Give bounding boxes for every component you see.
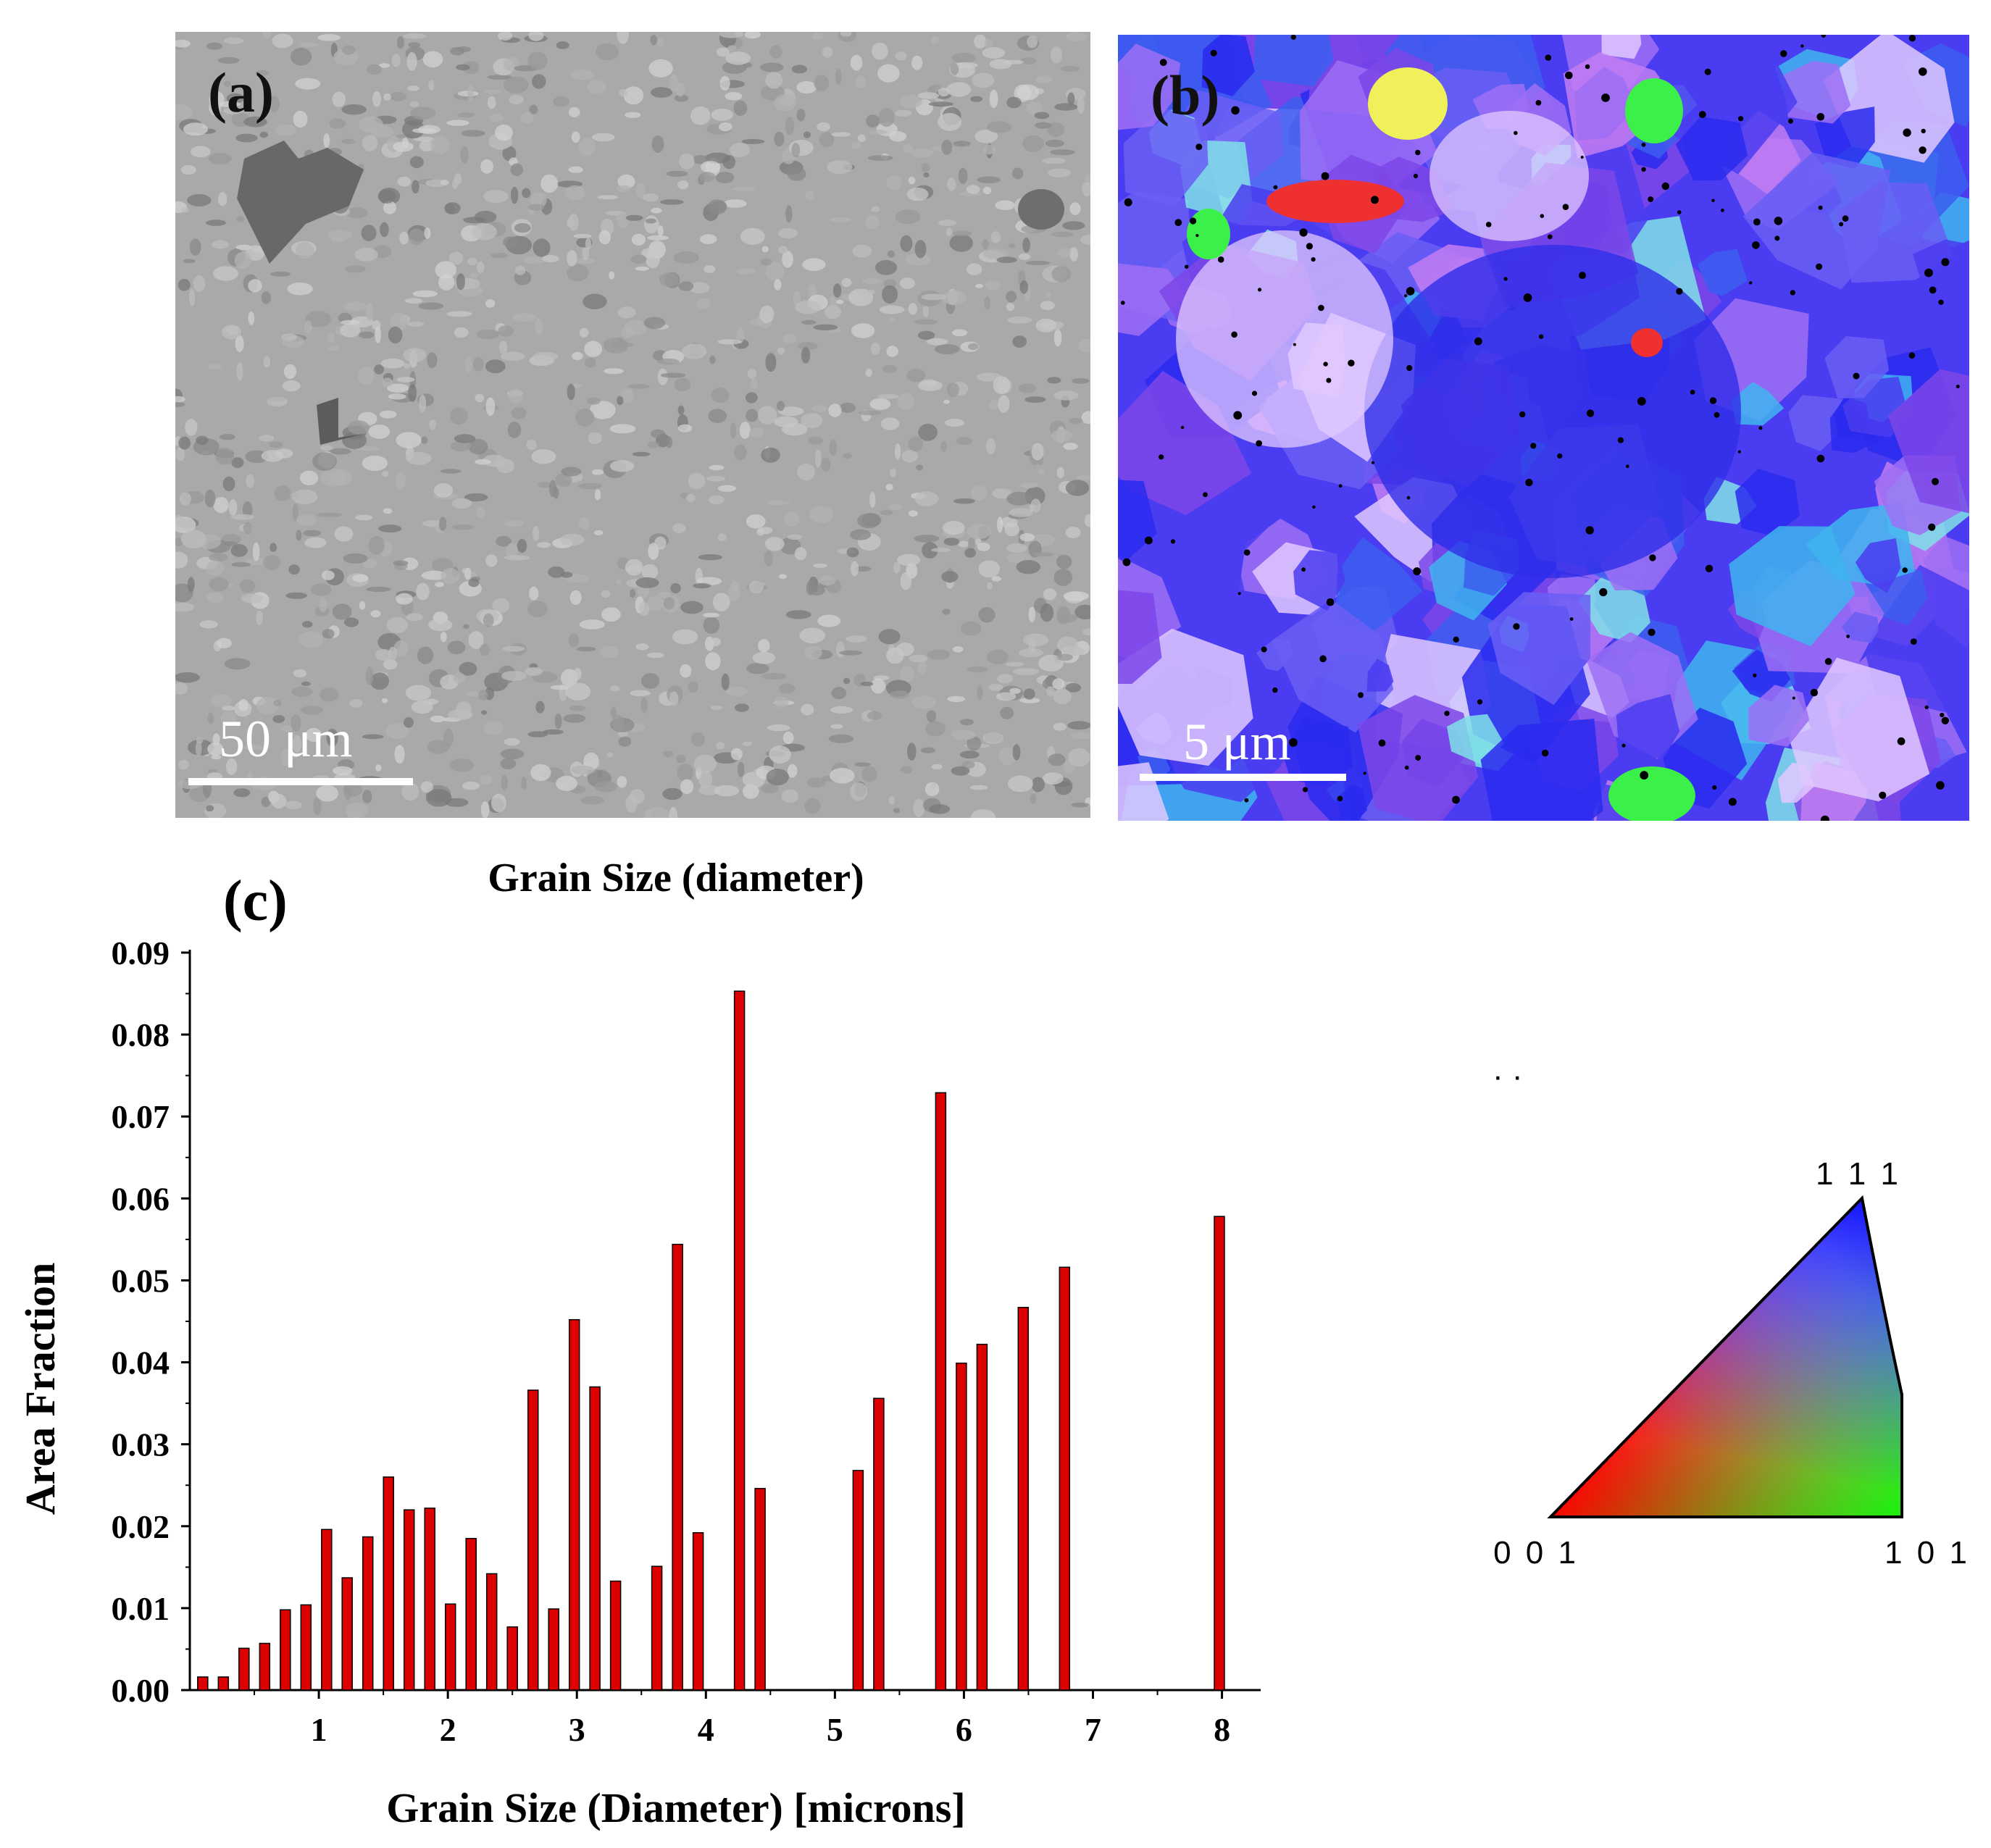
panel-a-scale-bar	[188, 778, 413, 785]
bar-3.94	[692, 1532, 704, 1691]
x-tick-label: 8	[1214, 1711, 1230, 1748]
ipf-label-111: 1 1 1	[1816, 1156, 1901, 1192]
bar-1.38	[362, 1536, 374, 1691]
bar-6.14	[976, 1343, 988, 1691]
bar-5.34	[873, 1397, 885, 1691]
bar-2.02	[444, 1603, 456, 1691]
bar-2.18	[465, 1537, 477, 1691]
sem-micrograph-panel: (a) 50 μm	[175, 32, 1090, 818]
panel-b-scale-bar	[1140, 774, 1346, 781]
ebsd-orientation-map-panel: (b) 5 μm	[1118, 35, 1969, 821]
bar-1.22	[341, 1577, 353, 1691]
ebsd-orientation-map-image	[1118, 35, 1969, 821]
bar-6.46	[1017, 1307, 1030, 1691]
bar-0.74	[280, 1609, 291, 1691]
ipf-triangle-outline	[1547, 1195, 1903, 1518]
bar-0.10	[197, 1676, 209, 1691]
bar-3.30	[609, 1580, 622, 1691]
x-tick-label: 3	[569, 1711, 585, 1748]
y-tick-label: 0.01	[112, 1590, 170, 1627]
y-tick-label: 0.04	[112, 1345, 170, 1381]
y-tick-label: 0.06	[112, 1180, 170, 1217]
y-tick-label: 0.02	[112, 1508, 170, 1545]
sem-micrograph-image	[175, 32, 1090, 818]
ebsd-grains	[1118, 35, 1969, 821]
x-tick-label: 6	[956, 1711, 972, 1748]
panel-a-label: (a)	[208, 61, 274, 124]
bar-4.42	[754, 1487, 766, 1691]
bar-3.62	[651, 1565, 663, 1691]
bar-2.50	[506, 1626, 518, 1691]
x-tick-label: 7	[1085, 1711, 1101, 1748]
bar-7.98	[1214, 1216, 1225, 1691]
chart-bars	[197, 990, 1225, 1691]
ipf-label-001: 0 0 1	[1493, 1535, 1579, 1571]
panel-b-label: (b)	[1151, 64, 1220, 127]
chart-title: Grain Size (diameter)	[488, 856, 864, 900]
bar-0.26	[217, 1676, 230, 1691]
grain-size-chart: (c) Grain Size (diameter) Area Fraction …	[17, 856, 1261, 1831]
bar-2.98	[568, 1318, 580, 1691]
bar-1.70	[403, 1509, 415, 1691]
y-tick-label: 0.05	[112, 1262, 170, 1299]
x-tick-label: 2	[440, 1711, 456, 1748]
ipf-color-key: · · 1 1 1 0 0 1 1 0 1	[1493, 1072, 1970, 1571]
bar-1.54	[383, 1476, 394, 1691]
y-tick-label: 0.08	[112, 1016, 170, 1053]
y-tick-label: 0.07	[112, 1098, 170, 1135]
x-tick-label: 5	[827, 1711, 843, 1748]
bar-0.42	[238, 1647, 250, 1691]
chart-axes: 0.00 0.01 0.02 0.03 0.04 0.05 0.06 0.07 0.08 0.09…	[112, 935, 1261, 1748]
sem-grain-texture	[175, 32, 1090, 818]
x-tick-label: 1	[311, 1711, 327, 1748]
bar-2.82	[548, 1608, 559, 1691]
y-tick-label: 0.03	[112, 1426, 170, 1463]
ipf-label-101: 1 0 1	[1884, 1535, 1970, 1571]
bar-5.82	[935, 1092, 947, 1691]
y-axis-label: Area Fraction	[17, 1263, 64, 1515]
x-tick-label: 4	[698, 1711, 714, 1748]
bar-0.90	[300, 1604, 312, 1691]
bar-3.14	[589, 1386, 601, 1691]
y-tick-label: 0.09	[112, 935, 170, 971]
bar-5.98	[956, 1362, 967, 1691]
panel-c-label: (c)	[223, 869, 288, 933]
bar-2.34	[485, 1573, 498, 1691]
bar-0.58	[259, 1642, 271, 1691]
y-tick-label: 0.00	[112, 1672, 170, 1709]
bar-5.18	[852, 1470, 864, 1691]
bar-1.06	[321, 1529, 333, 1691]
ipf-dots: · ·	[1493, 1072, 1523, 1094]
bar-2.66	[527, 1389, 539, 1691]
bar-1.86	[424, 1508, 435, 1691]
bar-4.26	[733, 990, 746, 1691]
bar-6.78	[1059, 1266, 1071, 1691]
panel-a-scale-text: 50 μm	[219, 710, 353, 768]
bar-3.78	[672, 1243, 683, 1691]
panel-b-scale-text: 5 μm	[1183, 713, 1291, 771]
x-axis-label: Grain Size (Diameter) [microns]	[386, 1784, 965, 1831]
